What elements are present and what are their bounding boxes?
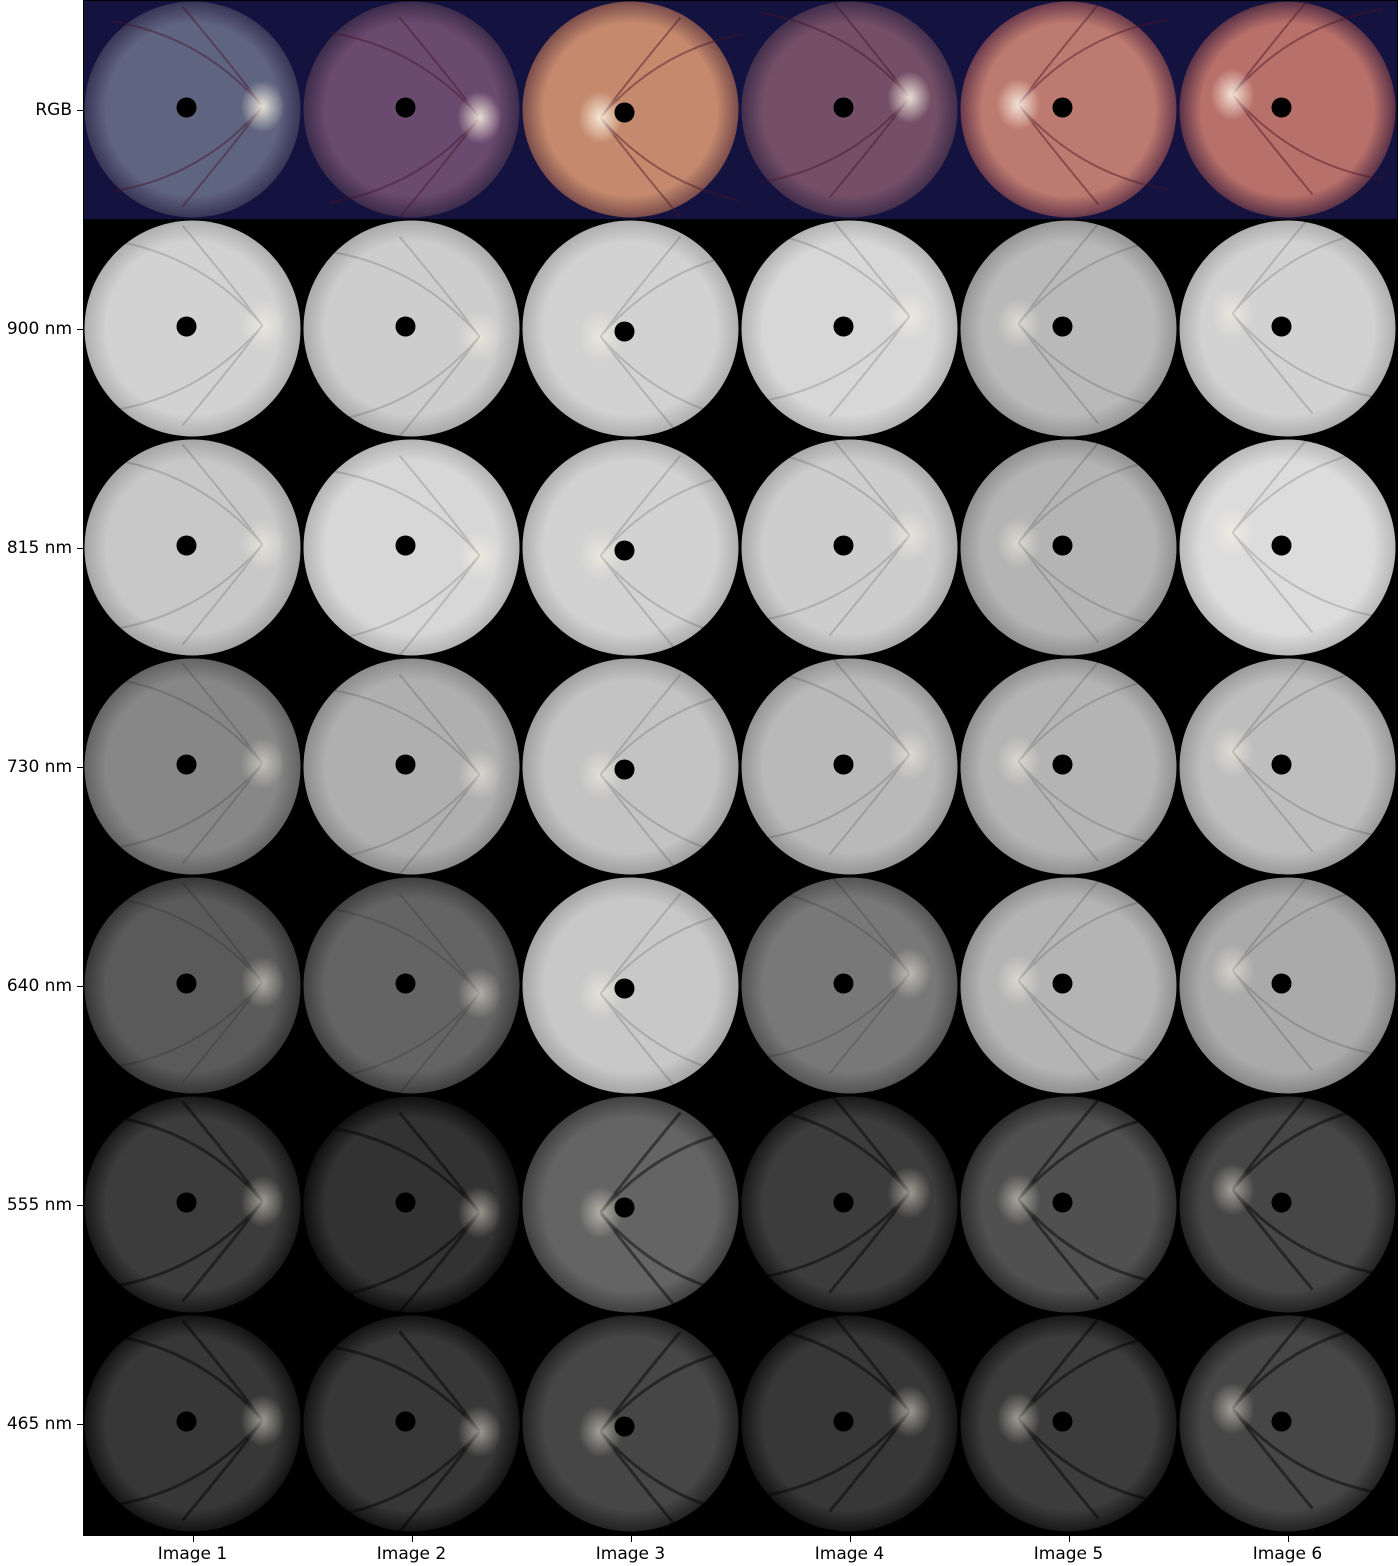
fundus-image-r2-c4 [741,219,958,437]
x-tick [192,1536,194,1542]
row-label: 730 nm [6,756,72,777]
fundus-image-r6-c4 [741,1095,958,1313]
fundus-image-r2-c2 [303,220,520,438]
y-tick [77,1423,83,1425]
fundus-image-r3-c2 [303,439,520,657]
x-tick [1068,1536,1070,1542]
fundus-image-r4-c2 [303,658,520,876]
fundus-image-r2-c5 [960,220,1177,437]
fundus-image-r1-c4 [740,0,959,219]
fundus-image-r6-c6 [1179,1095,1396,1313]
fundus-image-r6-c3 [522,1096,740,1314]
fundus-image-r2-c6 [1179,219,1396,437]
column-label: Image 4 [814,1544,885,1564]
row-label: 900 nm [6,318,72,339]
fundus-image-r5-c1 [84,877,301,1094]
row-label: 465 nm [6,1413,72,1434]
column-label: Image 2 [376,1544,447,1564]
fundus-image-r4-c1 [84,658,301,875]
row-label: 555 nm [6,1194,72,1215]
y-tick [77,109,83,111]
x-tick [630,1536,632,1542]
fundus-image-r7-c4 [741,1314,958,1532]
image-grid [83,0,1398,1536]
row-label: 640 nm [6,975,72,996]
y-tick [77,985,83,987]
y-tick [77,328,83,330]
fundus-image-r5-c3 [522,877,740,1095]
fundus-image-r1-c5 [959,0,1178,219]
fundus-image-r3-c5 [960,439,1177,656]
fundus-image-r4-c3 [522,658,740,876]
fundus-image-r7-c6 [1179,1314,1396,1532]
fundus-image-r3-c4 [741,438,958,656]
column-label: Image 1 [157,1544,228,1564]
x-tick [1287,1536,1289,1542]
fundus-image-r1-c3 [521,0,740,219]
fundus-image-r4-c4 [741,657,958,875]
fundus-image-r7-c3 [522,1315,740,1533]
y-tick [77,547,83,549]
fundus-image-r3-c1 [84,439,301,656]
x-tick [849,1536,851,1542]
fundus-image-r3-c3 [522,439,740,657]
fundus-image-r1-c2 [302,0,521,219]
fundus-image-r3-c6 [1179,438,1396,656]
fundus-image-r1-c6 [1178,0,1397,219]
fundus-image-r2-c1 [84,220,301,437]
y-tick [77,1204,83,1206]
fundus-image-r6-c1 [84,1096,301,1313]
fundus-image-r5-c2 [303,877,520,1095]
row-label: 815 nm [6,537,72,558]
fundus-image-r7-c1 [84,1315,301,1532]
column-label: Image 5 [1033,1544,1104,1564]
fundus-image-r7-c5 [960,1315,1177,1532]
fundus-image-r6-c5 [960,1096,1177,1313]
x-tick [411,1536,413,1542]
fundus-image-r5-c6 [1179,876,1396,1094]
fundus-image-r5-c4 [741,876,958,1094]
row-label: RGB [35,99,72,120]
column-label: Image 6 [1252,1544,1323,1564]
fundus-image-r4-c6 [1179,657,1396,875]
fundus-image-r6-c2 [303,1096,520,1314]
y-tick [77,766,83,768]
fundus-image-r4-c5 [960,658,1177,875]
fundus-image-r2-c3 [522,220,740,438]
column-label: Image 3 [595,1544,666,1564]
fundus-image-r7-c2 [303,1315,520,1533]
fundus-image-r5-c5 [960,877,1177,1094]
fundus-image-r1-c1 [83,0,302,219]
